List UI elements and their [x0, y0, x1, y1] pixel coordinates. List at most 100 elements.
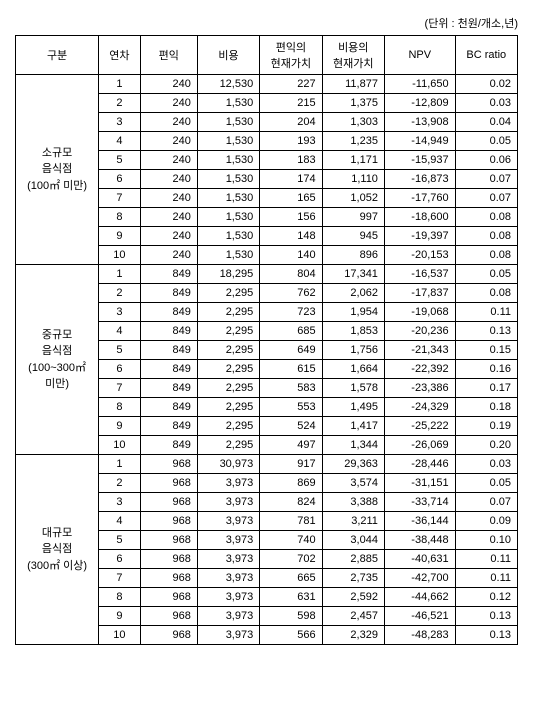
- data-cell: 215: [260, 94, 322, 113]
- data-cell: 2: [99, 94, 141, 113]
- data-cell: 29,363: [322, 455, 384, 474]
- data-cell: -42,700: [384, 569, 455, 588]
- data-cell: 3,973: [197, 474, 259, 493]
- data-cell: 0.02: [455, 75, 517, 94]
- table-header: 구분연차편익비용편익의현재가치비용의현재가치NPVBC ratio: [16, 36, 518, 75]
- data-cell: 240: [140, 189, 197, 208]
- data-cell: -16,873: [384, 170, 455, 189]
- data-cell: 849: [140, 436, 197, 455]
- data-cell: 0.17: [455, 379, 517, 398]
- data-cell: 9: [99, 417, 141, 436]
- data-cell: 2,295: [197, 303, 259, 322]
- data-cell: 968: [140, 474, 197, 493]
- data-cell: -23,386: [384, 379, 455, 398]
- data-cell: 0.08: [455, 227, 517, 246]
- data-cell: 0.08: [455, 246, 517, 265]
- data-cell: 7: [99, 189, 141, 208]
- data-cell: 917: [260, 455, 322, 474]
- data-cell: 615: [260, 360, 322, 379]
- category-cell: 대규모음식점(300㎡ 이상): [16, 455, 99, 645]
- data-cell: 8: [99, 588, 141, 607]
- data-cell: 0.19: [455, 417, 517, 436]
- data-cell: 1,530: [197, 113, 259, 132]
- data-cell: 240: [140, 151, 197, 170]
- data-cell: 240: [140, 246, 197, 265]
- data-cell: 3: [99, 113, 141, 132]
- data-cell: -20,153: [384, 246, 455, 265]
- data-cell: 8: [99, 398, 141, 417]
- data-cell: 240: [140, 132, 197, 151]
- data-cell: 0.13: [455, 626, 517, 645]
- data-cell: -48,283: [384, 626, 455, 645]
- data-cell: 1,530: [197, 94, 259, 113]
- data-cell: -12,809: [384, 94, 455, 113]
- data-cell: 849: [140, 360, 197, 379]
- category-cell: 소규모음식점(100㎡ 미만): [16, 75, 99, 265]
- cost-benefit-table: 구분연차편익비용편익의현재가치비용의현재가치NPVBC ratio 소규모음식점…: [15, 35, 518, 645]
- data-cell: 1: [99, 455, 141, 474]
- data-cell: 1,530: [197, 227, 259, 246]
- data-cell: 824: [260, 493, 322, 512]
- data-cell: 968: [140, 626, 197, 645]
- data-cell: -46,521: [384, 607, 455, 626]
- data-cell: 240: [140, 75, 197, 94]
- data-cell: 0.05: [455, 474, 517, 493]
- data-cell: 849: [140, 417, 197, 436]
- table-row: 소규모음식점(100㎡ 미만)124012,53022711,877-11,65…: [16, 75, 518, 94]
- data-cell: -19,397: [384, 227, 455, 246]
- data-cell: 227: [260, 75, 322, 94]
- data-cell: 3,574: [322, 474, 384, 493]
- col-header: NPV: [384, 36, 455, 75]
- col-header: 구분: [16, 36, 99, 75]
- data-cell: 598: [260, 607, 322, 626]
- data-cell: 869: [260, 474, 322, 493]
- data-cell: 1,756: [322, 341, 384, 360]
- table-body: 소규모음식점(100㎡ 미만)124012,53022711,877-11,65…: [16, 75, 518, 645]
- data-cell: 553: [260, 398, 322, 417]
- data-cell: -17,837: [384, 284, 455, 303]
- data-cell: 3,973: [197, 512, 259, 531]
- data-cell: 2: [99, 284, 141, 303]
- data-cell: 10: [99, 246, 141, 265]
- data-cell: -28,446: [384, 455, 455, 474]
- data-cell: 1,303: [322, 113, 384, 132]
- data-cell: 804: [260, 265, 322, 284]
- data-cell: 968: [140, 455, 197, 474]
- data-cell: 968: [140, 512, 197, 531]
- data-cell: 0.09: [455, 512, 517, 531]
- data-cell: 0.20: [455, 436, 517, 455]
- data-cell: -33,714: [384, 493, 455, 512]
- data-cell: 583: [260, 379, 322, 398]
- data-cell: 4: [99, 322, 141, 341]
- data-cell: -14,949: [384, 132, 455, 151]
- data-cell: 2,592: [322, 588, 384, 607]
- data-cell: 1,235: [322, 132, 384, 151]
- data-cell: 849: [140, 322, 197, 341]
- data-cell: 3,973: [197, 493, 259, 512]
- data-cell: 5: [99, 531, 141, 550]
- data-cell: 0.13: [455, 322, 517, 341]
- data-cell: 240: [140, 227, 197, 246]
- data-cell: 10: [99, 436, 141, 455]
- data-cell: 0.07: [455, 189, 517, 208]
- data-cell: 945: [322, 227, 384, 246]
- data-cell: 17,341: [322, 265, 384, 284]
- data-cell: 148: [260, 227, 322, 246]
- data-cell: 1,110: [322, 170, 384, 189]
- data-cell: 497: [260, 436, 322, 455]
- data-cell: -21,343: [384, 341, 455, 360]
- data-cell: 0.13: [455, 607, 517, 626]
- table-row: 대규모음식점(300㎡ 이상)196830,97391729,363-28,44…: [16, 455, 518, 474]
- data-cell: 3,973: [197, 626, 259, 645]
- data-cell: 7: [99, 379, 141, 398]
- data-cell: 968: [140, 588, 197, 607]
- data-cell: 0.05: [455, 265, 517, 284]
- data-cell: 3,388: [322, 493, 384, 512]
- data-cell: 566: [260, 626, 322, 645]
- data-cell: 665: [260, 569, 322, 588]
- data-cell: 2,295: [197, 398, 259, 417]
- data-cell: 1,052: [322, 189, 384, 208]
- data-cell: 968: [140, 493, 197, 512]
- data-cell: 4: [99, 512, 141, 531]
- data-cell: 30,973: [197, 455, 259, 474]
